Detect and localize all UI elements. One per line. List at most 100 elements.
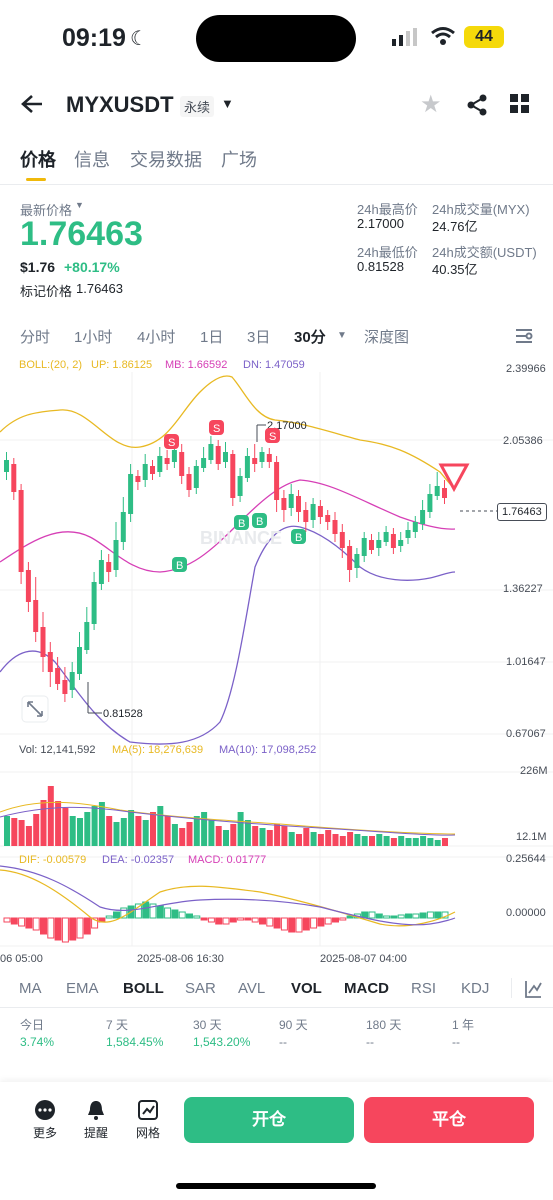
tf-1d[interactable]: 1日	[200, 329, 224, 346]
volume-bar	[398, 836, 405, 846]
alert-label: 提醒	[83, 1126, 108, 1140]
volume-bar	[135, 816, 142, 846]
volume-bar	[171, 824, 178, 846]
perf-label: 30 天	[193, 1018, 222, 1032]
indicator-ma[interactable]: MA	[19, 980, 42, 997]
volume-bar	[317, 834, 324, 846]
tf-30m[interactable]: 30分	[294, 329, 326, 346]
volume-bar	[288, 832, 295, 846]
macd-bar	[419, 912, 427, 919]
indicator-ema[interactable]: EMA	[66, 980, 99, 997]
perf-label: 1 年	[452, 1018, 475, 1032]
indicator-rsi[interactable]: RSI	[411, 980, 437, 997]
macd-bar	[273, 917, 281, 929]
indicator-settings-icon[interactable]	[524, 980, 542, 998]
volume-bar	[62, 808, 69, 846]
chart-settings-icon[interactable]	[514, 327, 534, 345]
tf-line[interactable]: 分时	[20, 329, 51, 346]
mark-price: 1.76463	[76, 281, 123, 296]
tab-info[interactable]: 信息	[74, 150, 110, 170]
macd-bar	[317, 917, 325, 927]
volume-bar	[434, 840, 441, 846]
time-axis-label: 2025-08-07 04:00	[320, 953, 407, 965]
alert-triangle-icon[interactable]	[438, 463, 470, 493]
tf-4h[interactable]: 4小时	[137, 329, 176, 346]
status-bar: 09:19 ☾ 44	[0, 0, 553, 76]
macd-bar	[332, 917, 339, 923]
tf-depth[interactable]: 深度图	[364, 329, 410, 346]
amount-24h: 40.35亿	[432, 262, 478, 277]
candle	[128, 464, 134, 522]
caret-down-icon[interactable]: ▼	[221, 96, 234, 111]
tab-price[interactable]: 价格	[20, 150, 56, 170]
indicator-avl[interactable]: AVL	[238, 980, 266, 997]
kline-chart[interactable]: BINANCE 2.17000 0.81528 S S S B B B B	[0, 372, 553, 972]
candle	[215, 440, 221, 470]
candle	[164, 450, 170, 470]
volume-bar	[91, 806, 98, 846]
svg-text:B: B	[295, 532, 302, 544]
tab-trading-data[interactable]: 交易数据	[130, 150, 202, 170]
volume-bar	[215, 826, 222, 846]
symbol-title[interactable]: MYXUSDT	[66, 92, 174, 117]
indicator-macd[interactable]: MACD	[344, 980, 389, 997]
indicator-vol[interactable]: VOL	[291, 980, 322, 997]
candle	[11, 458, 17, 500]
share-icon[interactable]	[466, 94, 488, 116]
candle	[412, 516, 418, 538]
buy-marker: B	[234, 515, 249, 530]
macd-bar	[397, 914, 405, 919]
boll-legend-title: BOLL:(20, 2)	[19, 359, 82, 371]
sell-marker: S	[209, 420, 224, 435]
boll-legend-dn: DN: 1.47059	[243, 359, 305, 371]
vol-ma5-line	[0, 801, 456, 835]
back-arrow-icon[interactable]	[20, 93, 44, 115]
volume-bar	[274, 824, 281, 846]
svg-text:S: S	[213, 423, 220, 435]
candle	[25, 562, 31, 612]
indicator-boll[interactable]: BOLL	[123, 980, 164, 997]
vol-axis-max: 226M	[520, 765, 548, 777]
volume-bar	[412, 838, 419, 846]
signal-markers: S S S B B B B	[164, 420, 306, 572]
macd-bar	[10, 917, 18, 925]
boll-middle-line	[0, 479, 456, 573]
latest-price-label: 最新价格	[20, 203, 73, 218]
more-button[interactable]: 更多	[25, 1100, 65, 1141]
macd-bar	[134, 903, 142, 919]
volume-bar	[339, 836, 346, 846]
macd-dif-line	[0, 869, 456, 927]
more-label: 更多	[32, 1126, 57, 1140]
macd-bar	[113, 911, 120, 919]
close-position-button[interactable]: 平仓	[364, 1097, 534, 1143]
grid-trading-button[interactable]: 网格	[128, 1100, 168, 1141]
volume-bar	[179, 828, 186, 846]
volume-bar	[383, 836, 390, 846]
tf-more-caret-icon[interactable]: ▼	[337, 330, 347, 341]
open-position-button[interactable]: 开仓	[184, 1097, 354, 1143]
star-icon[interactable]: ★	[420, 91, 442, 118]
candle	[230, 450, 236, 506]
buy-marker: B	[172, 557, 187, 572]
tf-1h[interactable]: 1小时	[74, 329, 113, 346]
indicator-kdj[interactable]: KDJ	[461, 980, 490, 997]
grid-label: 网格	[135, 1126, 160, 1140]
volume-24h-label: 24h成交量(MYX)	[432, 202, 530, 217]
candle	[201, 447, 207, 472]
active-tab-indicator	[26, 178, 46, 181]
vol-ma10-legend: MA(10): 17,098,252	[219, 744, 317, 756]
alert-button[interactable]: 提醒	[76, 1100, 116, 1141]
tab-square[interactable]: 广场	[221, 150, 257, 170]
macd-value-legend: MACD: 0.01777	[188, 854, 267, 866]
macd-dif-legend: DIF: -0.00579	[19, 854, 87, 866]
perf-value: --	[279, 1035, 287, 1049]
mark-price-label: 标记价格	[20, 284, 73, 299]
grid-layout-icon[interactable]	[510, 94, 530, 114]
tf-3d[interactable]: 3日	[247, 329, 271, 346]
caret-down-small-icon[interactable]: ▼	[75, 200, 84, 210]
volume-bar	[120, 818, 127, 846]
candle	[361, 532, 367, 562]
macd-bar	[295, 917, 303, 933]
candle	[157, 447, 163, 477]
indicator-sar[interactable]: SAR	[185, 980, 216, 997]
